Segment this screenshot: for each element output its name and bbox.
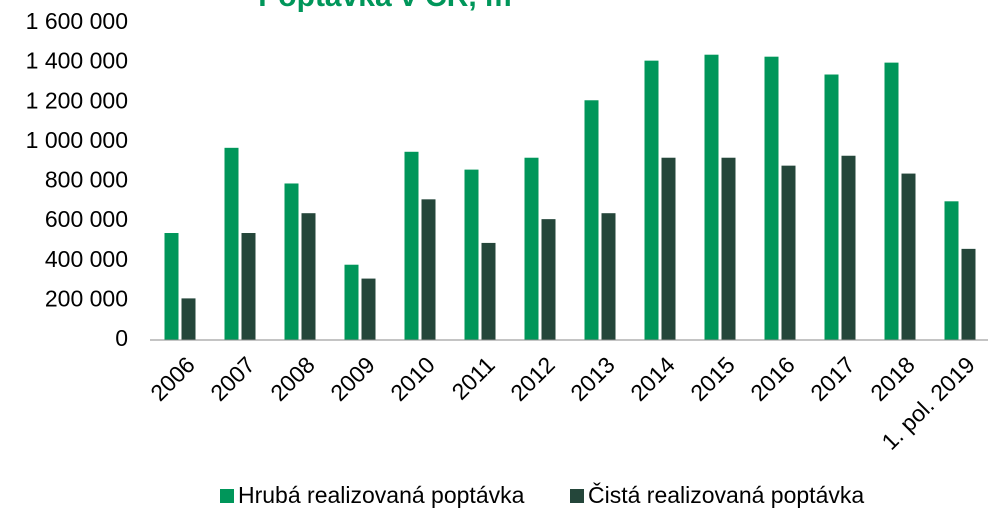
y-tick-label: 1 200 000 bbox=[26, 87, 128, 113]
y-tick-label: 200 000 bbox=[45, 285, 128, 311]
bar bbox=[764, 56, 779, 341]
y-tick-label: 1 600 000 bbox=[26, 8, 128, 34]
chart-title: Poptávka v ČR, m bbox=[258, 0, 511, 13]
y-tick-label: 600 000 bbox=[45, 206, 128, 232]
bar bbox=[301, 213, 316, 340]
bar bbox=[721, 157, 736, 340]
bar bbox=[584, 100, 599, 340]
bar bbox=[961, 248, 976, 340]
bar bbox=[241, 233, 256, 340]
bar bbox=[841, 155, 856, 340]
bar bbox=[884, 62, 899, 340]
x-tick-label: 2015 bbox=[685, 351, 740, 406]
bar bbox=[944, 201, 959, 340]
bar bbox=[344, 264, 359, 340]
bar bbox=[601, 213, 616, 340]
bar bbox=[824, 74, 839, 340]
bar bbox=[644, 60, 659, 341]
bar bbox=[481, 242, 496, 340]
bar bbox=[524, 157, 539, 340]
y-tick-label: 1 400 000 bbox=[26, 48, 128, 74]
x-tick-label: 2010 bbox=[385, 351, 440, 406]
x-tick-label: 2016 bbox=[745, 351, 800, 406]
x-tick-label: 2014 bbox=[625, 351, 680, 406]
bar bbox=[181, 298, 196, 340]
y-tick-label: 1 000 000 bbox=[26, 127, 128, 153]
bar bbox=[404, 151, 419, 340]
x-tick-label: 2017 bbox=[805, 351, 860, 406]
bar bbox=[781, 165, 796, 340]
bar bbox=[421, 199, 436, 340]
legend-label: Čistá realizovaná poptávka bbox=[588, 481, 864, 508]
bar bbox=[361, 278, 376, 340]
x-tick-label: 2018 bbox=[865, 351, 920, 406]
x-tick-label: 2007 bbox=[205, 351, 260, 406]
bar bbox=[164, 233, 179, 340]
legend-swatch bbox=[220, 489, 234, 503]
x-tick-label: 2011 bbox=[446, 351, 499, 404]
x-tick-label: 2012 bbox=[505, 351, 560, 406]
legend-label: Hrubá realizovaná poptávka bbox=[238, 482, 525, 508]
bar bbox=[541, 219, 556, 340]
bar bbox=[661, 157, 676, 340]
bar bbox=[901, 173, 916, 340]
y-tick-label: 0 bbox=[115, 325, 128, 351]
y-tick-label: 400 000 bbox=[45, 246, 128, 272]
legend-swatch bbox=[570, 489, 584, 503]
bar bbox=[704, 54, 719, 340]
x-tick-label: 2008 bbox=[265, 351, 320, 406]
x-tick-label: 2013 bbox=[565, 351, 620, 406]
x-tick-label: 2009 bbox=[325, 351, 380, 406]
y-tick-label: 800 000 bbox=[45, 167, 128, 193]
bar bbox=[284, 183, 299, 340]
bar bbox=[464, 169, 479, 340]
x-tick-label: 2006 bbox=[145, 351, 200, 406]
bar bbox=[224, 147, 239, 340]
